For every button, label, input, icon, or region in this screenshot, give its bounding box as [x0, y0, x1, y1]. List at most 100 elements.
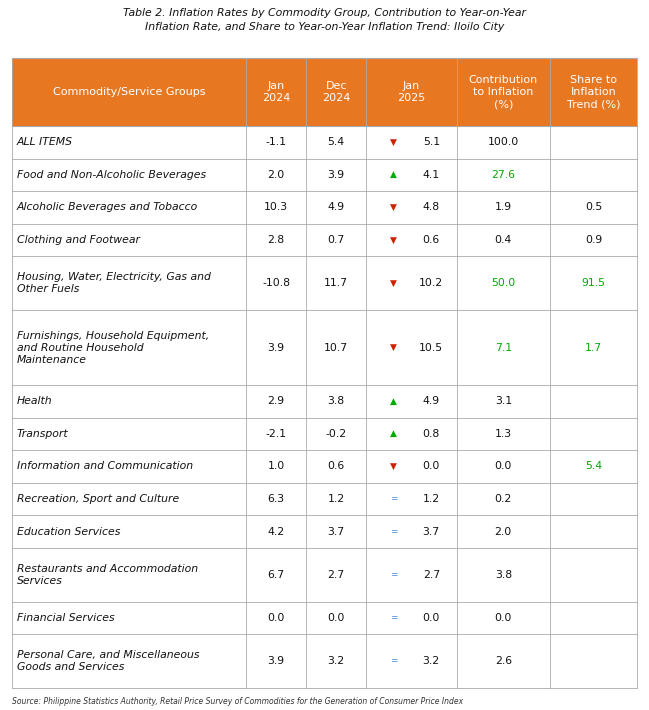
Text: -1.1: -1.1: [265, 137, 287, 147]
Text: ▼: ▼: [390, 203, 397, 212]
Text: Transport: Transport: [17, 429, 69, 439]
Bar: [12, 483, 637, 515]
Text: 1.2: 1.2: [328, 494, 345, 504]
Text: Clothing and Footwear: Clothing and Footwear: [17, 235, 140, 245]
Bar: [12, 634, 637, 688]
Text: 10.3: 10.3: [264, 202, 288, 212]
Bar: [12, 385, 637, 417]
Text: Contribution
to Inflation
(%): Contribution to Inflation (%): [469, 75, 538, 109]
Text: -10.8: -10.8: [262, 278, 290, 288]
Text: ▼: ▼: [390, 279, 397, 288]
Text: 0.4: 0.4: [495, 235, 512, 245]
Text: 0.7: 0.7: [328, 235, 345, 245]
Text: 2.6: 2.6: [495, 656, 512, 666]
Text: -0.2: -0.2: [326, 429, 347, 439]
Text: 3.8: 3.8: [495, 570, 512, 580]
Text: 10.5: 10.5: [419, 342, 443, 353]
Text: 0.9: 0.9: [585, 235, 602, 245]
Text: ALL ITEMS: ALL ITEMS: [17, 137, 73, 147]
Bar: [12, 548, 637, 601]
Text: 3.9: 3.9: [328, 170, 345, 180]
Text: Education Services: Education Services: [17, 527, 120, 537]
Text: 0.0: 0.0: [495, 613, 512, 623]
Text: 0.0: 0.0: [495, 462, 512, 471]
Text: =: =: [389, 495, 397, 503]
Text: 0.0: 0.0: [422, 462, 440, 471]
Text: =: =: [389, 657, 397, 665]
Bar: [12, 417, 637, 450]
Text: 27.6: 27.6: [491, 170, 515, 180]
Text: 4.1: 4.1: [422, 170, 440, 180]
Text: 6.3: 6.3: [267, 494, 285, 504]
Text: 10.2: 10.2: [419, 278, 443, 288]
Text: =: =: [389, 527, 397, 536]
Bar: [12, 515, 637, 548]
Text: Restaurants and Accommodation
Services: Restaurants and Accommodation Services: [17, 564, 198, 586]
Text: Recreation, Sport and Culture: Recreation, Sport and Culture: [17, 494, 179, 504]
Text: 4.9: 4.9: [328, 202, 345, 212]
Text: 0.0: 0.0: [267, 613, 285, 623]
Text: 4.8: 4.8: [422, 202, 440, 212]
Text: ▼: ▼: [390, 236, 397, 244]
Text: -2.1: -2.1: [265, 429, 287, 439]
Text: Source: Philippine Statistics Authority, Retail Price Survey of Commodities for : Source: Philippine Statistics Authority,…: [12, 697, 463, 706]
Text: Personal Care, and Miscellaneous
Goods and Services: Personal Care, and Miscellaneous Goods a…: [17, 650, 199, 672]
Text: 6.7: 6.7: [267, 570, 285, 580]
Text: Jan
2024: Jan 2024: [262, 81, 290, 103]
Text: 3.1: 3.1: [495, 396, 512, 406]
Text: 2.9: 2.9: [267, 396, 285, 406]
Text: 11.7: 11.7: [324, 278, 349, 288]
Text: 0.5: 0.5: [585, 202, 602, 212]
Text: ▼: ▼: [390, 343, 397, 352]
Bar: [12, 224, 637, 256]
Text: 3.8: 3.8: [328, 396, 345, 406]
Text: 5.4: 5.4: [585, 462, 602, 471]
Text: 0.6: 0.6: [328, 462, 345, 471]
Text: 7.1: 7.1: [495, 342, 512, 353]
Text: 1.9: 1.9: [495, 202, 512, 212]
Bar: [12, 126, 637, 158]
Text: 2.7: 2.7: [422, 570, 440, 580]
Text: 2.7: 2.7: [328, 570, 345, 580]
Text: 1.2: 1.2: [422, 494, 440, 504]
Text: 5.4: 5.4: [328, 137, 345, 147]
Text: 3.9: 3.9: [267, 656, 285, 666]
Text: 1.7: 1.7: [585, 342, 602, 353]
Text: 2.0: 2.0: [267, 170, 285, 180]
Text: 4.2: 4.2: [267, 527, 285, 537]
Text: ▼: ▼: [390, 138, 397, 147]
Text: Alcoholic Beverages and Tobacco: Alcoholic Beverages and Tobacco: [17, 202, 198, 212]
Text: Information and Communication: Information and Communication: [17, 462, 193, 471]
Text: 2.0: 2.0: [495, 527, 512, 537]
Text: =: =: [389, 613, 397, 623]
Text: 1.3: 1.3: [495, 429, 512, 439]
Text: 3.2: 3.2: [328, 656, 345, 666]
Text: 3.7: 3.7: [328, 527, 345, 537]
Text: Housing, Water, Electricity, Gas and
Other Fuels: Housing, Water, Electricity, Gas and Oth…: [17, 272, 211, 294]
Text: 10.7: 10.7: [324, 342, 349, 353]
Text: Commodity/Service Groups: Commodity/Service Groups: [53, 87, 205, 97]
Text: Dec
2024: Dec 2024: [322, 81, 350, 103]
Text: Financial Services: Financial Services: [17, 613, 115, 623]
Text: 0.0: 0.0: [422, 613, 440, 623]
Text: 4.9: 4.9: [422, 396, 440, 406]
Bar: [12, 601, 637, 634]
Text: Furnishings, Household Equipment,
and Routine Household
Maintenance: Furnishings, Household Equipment, and Ro…: [17, 331, 209, 364]
Text: Share to
Inflation
Trend (%): Share to Inflation Trend (%): [567, 75, 620, 109]
Text: 0.8: 0.8: [422, 429, 440, 439]
Bar: [12, 256, 637, 310]
Text: 100.0: 100.0: [487, 137, 519, 147]
Text: 5.1: 5.1: [422, 137, 440, 147]
Text: ▼: ▼: [390, 462, 397, 471]
Text: 2.8: 2.8: [267, 235, 285, 245]
Bar: [12, 58, 637, 126]
Text: =: =: [389, 570, 397, 579]
Text: ▲: ▲: [390, 170, 397, 180]
Bar: [12, 310, 637, 385]
Text: 3.7: 3.7: [422, 527, 440, 537]
Text: 91.5: 91.5: [582, 278, 606, 288]
Text: 0.0: 0.0: [328, 613, 345, 623]
Text: 0.6: 0.6: [422, 235, 440, 245]
Text: ▲: ▲: [390, 397, 397, 406]
Text: 50.0: 50.0: [491, 278, 515, 288]
